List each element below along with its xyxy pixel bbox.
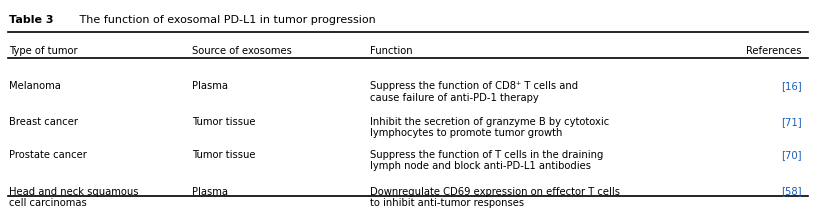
Text: [58]: [58]: [781, 187, 802, 197]
Text: Downregulate CD69 expression on effector T cells
to inhibit anti-tumor responses: Downregulate CD69 expression on effector…: [370, 187, 620, 208]
Text: Suppress the function of CD8⁺ T cells and
cause failure of anti-PD-1 therapy: Suppress the function of CD8⁺ T cells an…: [370, 81, 578, 103]
Text: Plasma: Plasma: [192, 187, 228, 197]
Text: Suppress the function of T cells in the draining
lymph node and block anti-PD-L1: Suppress the function of T cells in the …: [370, 150, 603, 171]
Text: Tumor tissue: Tumor tissue: [192, 150, 255, 160]
Text: [70]: [70]: [781, 150, 802, 160]
Text: Function: Function: [370, 46, 413, 56]
Text: [71]: [71]: [781, 117, 802, 127]
Text: The function of exosomal PD-L1 in tumor progression: The function of exosomal PD-L1 in tumor …: [76, 15, 376, 25]
Text: [16]: [16]: [781, 81, 802, 91]
Text: Type of tumor: Type of tumor: [10, 46, 78, 56]
Text: Tumor tissue: Tumor tissue: [192, 117, 255, 127]
Text: Breast cancer: Breast cancer: [10, 117, 79, 127]
Text: Head and neck squamous
cell carcinomas: Head and neck squamous cell carcinomas: [10, 187, 139, 208]
Text: Source of exosomes: Source of exosomes: [192, 46, 292, 56]
Text: Table 3: Table 3: [10, 15, 54, 25]
Text: References: References: [746, 46, 802, 56]
Text: Melanoma: Melanoma: [10, 81, 61, 91]
Text: Plasma: Plasma: [192, 81, 228, 91]
Text: Prostate cancer: Prostate cancer: [10, 150, 87, 160]
Text: Inhibit the secretion of granzyme B by cytotoxic
lymphocytes to promote tumor gr: Inhibit the secretion of granzyme B by c…: [370, 117, 609, 138]
